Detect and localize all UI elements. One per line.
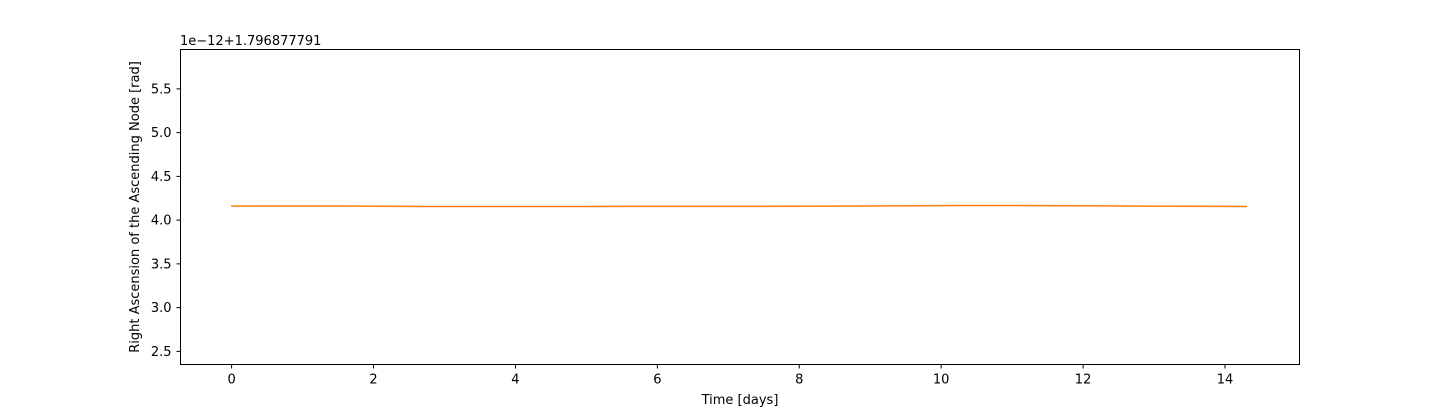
x-tick-label: 8 xyxy=(795,373,803,388)
y-offset-label: 1e−12+1.796877791 xyxy=(180,34,321,49)
x-axis-label: Time [days] xyxy=(701,393,779,408)
plot-frame xyxy=(180,49,1300,365)
series-layer xyxy=(230,204,1248,208)
y-tick-label: 3.0 xyxy=(151,301,172,316)
x-tick-label: 12 xyxy=(1075,373,1092,388)
y-tick-label: 5.0 xyxy=(151,126,172,141)
y-axis-ticks: 2.5 3.0 3.5 4.0 4.5 5.0 5.5 xyxy=(151,82,181,360)
x-tick-label: 10 xyxy=(933,373,950,388)
x-axis-ticks: 0 2 4 6 8 10 12 14 xyxy=(227,364,1234,388)
series-line xyxy=(230,204,1248,208)
y-tick-label: 5.5 xyxy=(151,82,172,97)
y-tick-label: 2.5 xyxy=(151,345,172,360)
x-tick-label: 6 xyxy=(653,373,661,388)
y-tick-label: 4.0 xyxy=(151,214,172,229)
y-axis-label: Right Ascension of the Ascending Node [r… xyxy=(128,61,143,353)
x-tick-label: 4 xyxy=(511,373,519,388)
y-tick-label: 4.5 xyxy=(151,170,172,185)
y-tick-label: 3.5 xyxy=(151,257,172,272)
x-tick-label: 2 xyxy=(369,373,377,388)
x-tick-label: 14 xyxy=(1217,373,1234,388)
x-tick-label: 0 xyxy=(227,373,235,388)
